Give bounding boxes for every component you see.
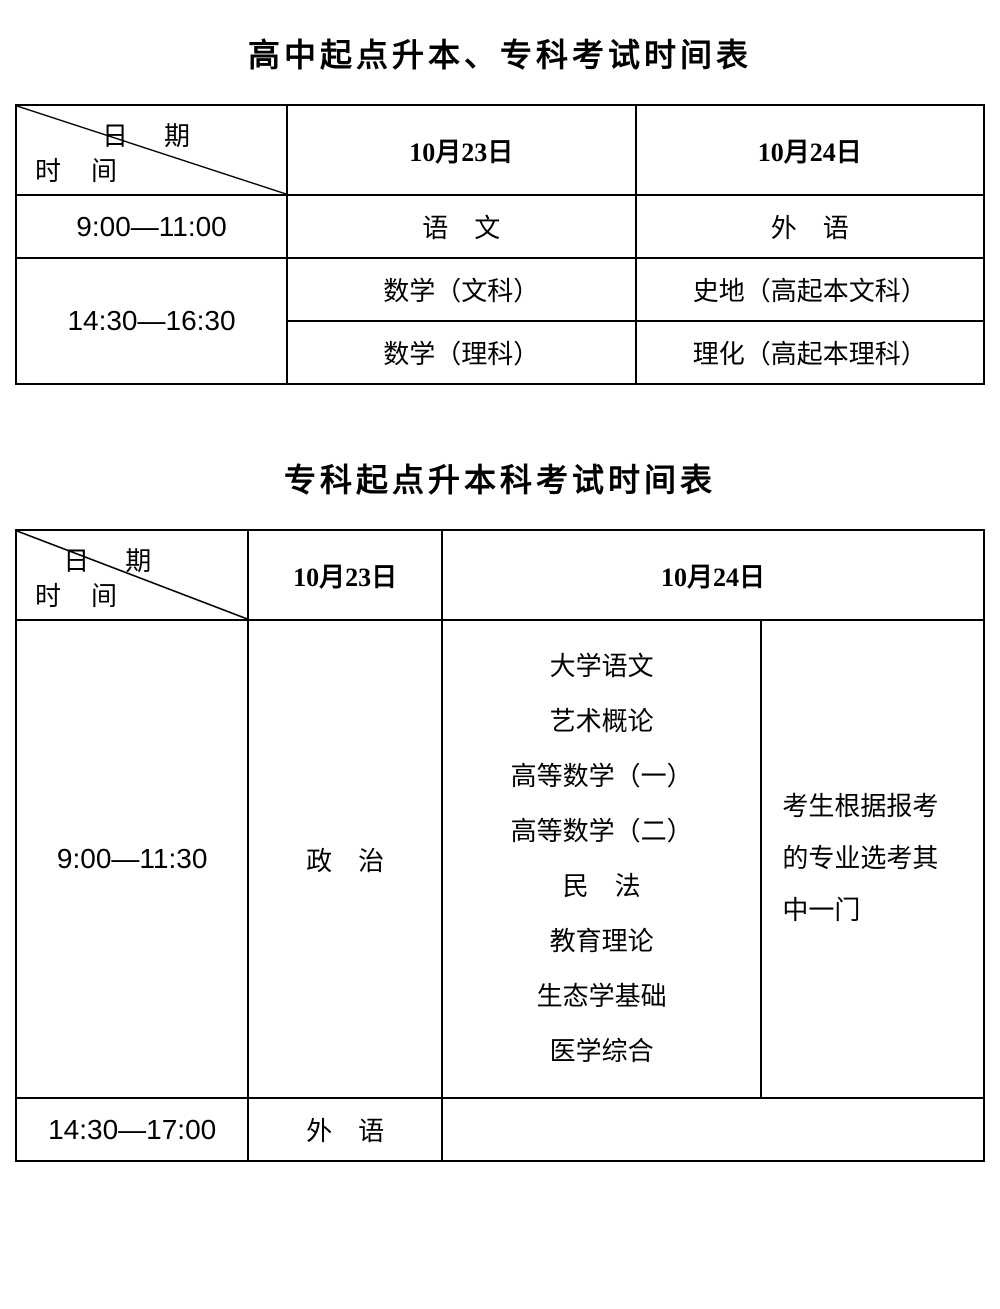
subject-cell: 史地（高起本文科） [636, 258, 985, 321]
table1-title: 高中起点升本、专科考试时间表 [15, 30, 985, 76]
table-row: 日期 时间 10月23日 10月24日 [16, 530, 984, 620]
table-row: 9:00—11:00 语 文 外 语 [16, 195, 984, 258]
list-item: 教育理论 [550, 922, 654, 961]
subject-cell: 外 语 [636, 195, 985, 258]
time-cell: 14:30—16:30 [16, 258, 287, 384]
list-item: 艺术概论 [550, 702, 654, 741]
list-item: 高等数学（二） [511, 812, 693, 851]
corner-bottom-label: 时间 [35, 576, 147, 613]
list-item: 民 法 [563, 867, 641, 906]
corner-bottom-label: 时间 [35, 151, 147, 188]
header-date-2: 10月24日 [636, 105, 985, 195]
subject-cell: 数学（理科） [287, 321, 635, 384]
table-row: 14:30—16:30 数学（文科） 史地（高起本文科） [16, 258, 984, 321]
header-date-2: 10月24日 [442, 530, 984, 620]
subject-cell: 数学（文科） [287, 258, 635, 321]
note-text: 考生根据报考的专业选考其中一门 [768, 771, 977, 947]
time-cell: 9:00—11:30 [16, 620, 248, 1098]
diagonal-header: 日期 时间 [16, 530, 248, 620]
subject-cell: 政 治 [248, 620, 442, 1098]
table-row: 14:30—17:00 外 语 [16, 1098, 984, 1161]
table-row: 日期 时间 10月23日 10月24日 [16, 105, 984, 195]
time-cell: 14:30—17:00 [16, 1098, 248, 1161]
schedule-table-2: 日期 时间 10月23日 10月24日 9:00—11:30 政 治 大学语文 … [15, 529, 985, 1162]
header-date-1: 10月23日 [248, 530, 442, 620]
note-cell: 考生根据报考的专业选考其中一门 [761, 620, 984, 1098]
schedule-table-1: 日期 时间 10月23日 10月24日 9:00—11:00 语 文 外 语 1… [15, 104, 985, 385]
time-cell: 9:00—11:00 [16, 195, 287, 258]
list-item: 高等数学（一） [511, 757, 693, 796]
subject-cell: 理化（高起本理科） [636, 321, 985, 384]
table2-title: 专科起点升本科考试时间表 [15, 455, 985, 501]
list-item: 大学语文 [550, 647, 654, 686]
subject-list-cell: 大学语文 艺术概论 高等数学（一） 高等数学（二） 民 法 教育理论 生态学基础… [442, 620, 761, 1098]
list-item: 生态学基础 [537, 977, 667, 1016]
corner-top-label: 日期 [63, 541, 187, 578]
subject-cell: 语 文 [287, 195, 635, 258]
empty-cell [442, 1098, 984, 1161]
header-date-1: 10月23日 [287, 105, 635, 195]
list-item: 医学综合 [550, 1032, 654, 1071]
diagonal-header: 日期 时间 [16, 105, 287, 195]
subject-cell: 外 语 [248, 1098, 442, 1161]
table-row: 9:00—11:30 政 治 大学语文 艺术概论 高等数学（一） 高等数学（二）… [16, 620, 984, 1098]
corner-top-label: 日期 [102, 116, 226, 153]
